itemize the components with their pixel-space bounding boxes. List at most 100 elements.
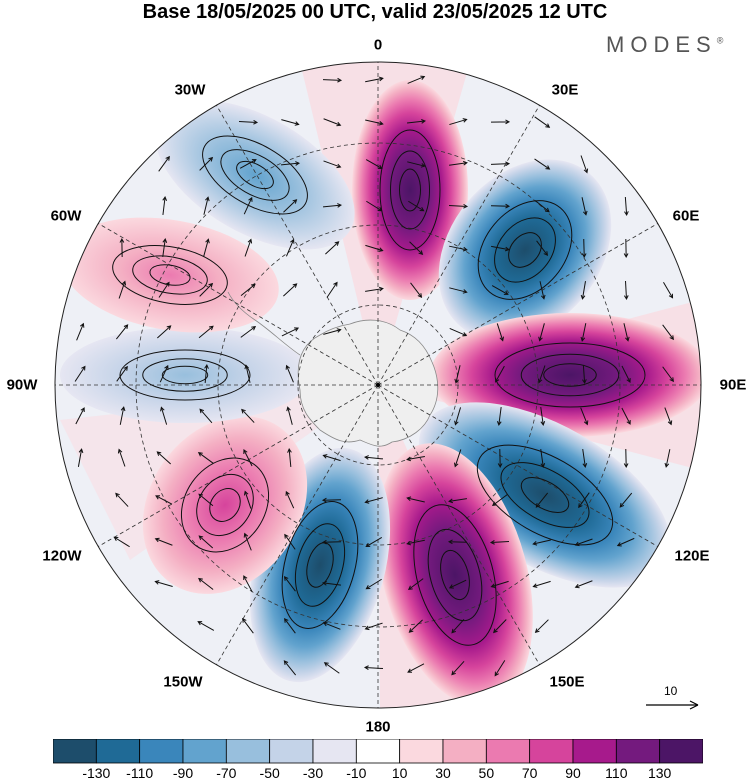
streamline-loop bbox=[202, 135, 308, 215]
flow-arrow bbox=[283, 660, 297, 676]
meridian-line bbox=[216, 105, 379, 386]
anomaly-positive-120w bbox=[142, 416, 308, 594]
flow-arrow bbox=[323, 160, 342, 169]
brand-registered-mark: ® bbox=[716, 35, 724, 46]
flow-arrow bbox=[538, 323, 545, 342]
streamline-loop bbox=[413, 504, 497, 646]
modes-logo: MODES® bbox=[606, 32, 723, 58]
flow-arrow bbox=[281, 119, 300, 126]
colorbar-swatch bbox=[269, 739, 314, 764]
flow-arrow bbox=[198, 493, 214, 507]
flow-arrow bbox=[323, 662, 340, 674]
streamline-loop bbox=[112, 245, 228, 305]
flow-arrow bbox=[534, 199, 550, 213]
colorbar-tick-label: 30 bbox=[435, 765, 451, 781]
streamline-loop bbox=[390, 150, 430, 230]
reference-vector-arrow bbox=[646, 700, 699, 710]
flow-arrow bbox=[154, 537, 173, 546]
flow-arrow bbox=[663, 281, 674, 299]
flow-arrow bbox=[198, 325, 214, 339]
flow-arrow bbox=[162, 196, 168, 215]
colorbar-tick-label: -10 bbox=[346, 765, 367, 781]
flow-arrow bbox=[489, 539, 510, 545]
flow-arrow bbox=[621, 407, 631, 425]
flow-arrow bbox=[322, 77, 343, 83]
latitude-circle bbox=[217, 224, 539, 546]
polar-map bbox=[54, 61, 702, 709]
lon-label-150w: 150W bbox=[163, 673, 203, 691]
flow-arrow bbox=[535, 492, 549, 508]
colorbar-swatch bbox=[529, 739, 574, 764]
flow-arrow bbox=[410, 282, 423, 298]
streamline-loop bbox=[427, 528, 483, 622]
colorbar-swatch bbox=[139, 739, 184, 764]
streamline-loop bbox=[220, 149, 290, 201]
anomaly-negative-90w bbox=[60, 327, 310, 423]
colorbar-tick-label: -30 bbox=[302, 765, 324, 781]
streamline-loop bbox=[142, 358, 228, 392]
flow-arrow bbox=[540, 407, 546, 426]
antarctic-peninsula bbox=[227, 291, 301, 356]
flow-arrow bbox=[365, 537, 383, 548]
colorbar-swatch bbox=[225, 739, 271, 764]
flow-arrow bbox=[243, 575, 253, 593]
flow-arrow bbox=[448, 579, 467, 589]
flow-arrow bbox=[534, 158, 551, 170]
flow-arrow bbox=[74, 365, 86, 382]
meridian-line bbox=[216, 384, 379, 665]
flow-arrow bbox=[118, 280, 127, 299]
flow-arrow bbox=[158, 281, 170, 298]
flow-arrow bbox=[117, 448, 126, 467]
flow-arrow bbox=[580, 323, 587, 342]
meridian-line bbox=[377, 223, 658, 386]
flow-arrow bbox=[242, 617, 254, 634]
flow-arrow bbox=[364, 497, 383, 504]
flow-arrow bbox=[407, 663, 425, 673]
colorbar-tick-label: 130 bbox=[647, 765, 672, 781]
flow-arrow bbox=[621, 365, 631, 383]
flow-arrow bbox=[490, 203, 511, 209]
flow-arrow bbox=[238, 119, 259, 125]
flow-arrow bbox=[574, 538, 593, 547]
colorbar-tick-label: 110 bbox=[605, 765, 628, 781]
flow-arrow bbox=[280, 161, 301, 166]
colorbar-tick-label: -110 bbox=[126, 765, 154, 781]
flow-arrow bbox=[406, 119, 426, 124]
flow-arrow bbox=[197, 621, 215, 631]
flow-arrow bbox=[406, 539, 425, 546]
flow-arrow bbox=[490, 580, 509, 588]
flow-arrow bbox=[287, 448, 292, 468]
colorbar-swatch bbox=[442, 739, 487, 764]
chart-title: Base 18/05/2025 00 UTC, valid 23/05/2025… bbox=[142, 1, 608, 23]
meridian-line bbox=[377, 384, 540, 665]
flow-arrow bbox=[365, 578, 382, 590]
flow-arrow bbox=[204, 364, 209, 384]
flow-arrow bbox=[322, 621, 341, 630]
streamline-loop bbox=[180, 457, 270, 553]
streamline-loop bbox=[477, 200, 573, 300]
lon-label-60w: 60W bbox=[50, 207, 82, 225]
anomaly-negative-45e bbox=[438, 159, 612, 341]
streamline-loop bbox=[520, 353, 620, 397]
flow-arrow bbox=[491, 245, 510, 252]
flow-arrow bbox=[115, 492, 129, 507]
flow-arrow bbox=[407, 578, 424, 591]
flow-arrow bbox=[199, 156, 214, 171]
streamline-loop bbox=[476, 444, 614, 546]
meridian-line bbox=[377, 105, 540, 386]
flow-arrow bbox=[490, 161, 511, 167]
flow-arrow bbox=[321, 539, 342, 545]
flow-arrow bbox=[580, 281, 586, 300]
flow-arrow bbox=[365, 76, 384, 83]
colorbar-tick-label: -90 bbox=[172, 765, 194, 781]
colorbar-swatch bbox=[182, 739, 227, 764]
flow-arrow bbox=[322, 203, 342, 208]
flow-arrow bbox=[662, 366, 674, 383]
anomaly-positive-60w bbox=[61, 217, 279, 333]
flow-arrow bbox=[77, 448, 84, 467]
colorbar-swatch bbox=[572, 739, 617, 764]
flow-arrow bbox=[323, 328, 342, 335]
flow-arrow bbox=[491, 494, 508, 507]
flow-arrow bbox=[325, 241, 340, 255]
flow-arrow bbox=[243, 490, 252, 509]
